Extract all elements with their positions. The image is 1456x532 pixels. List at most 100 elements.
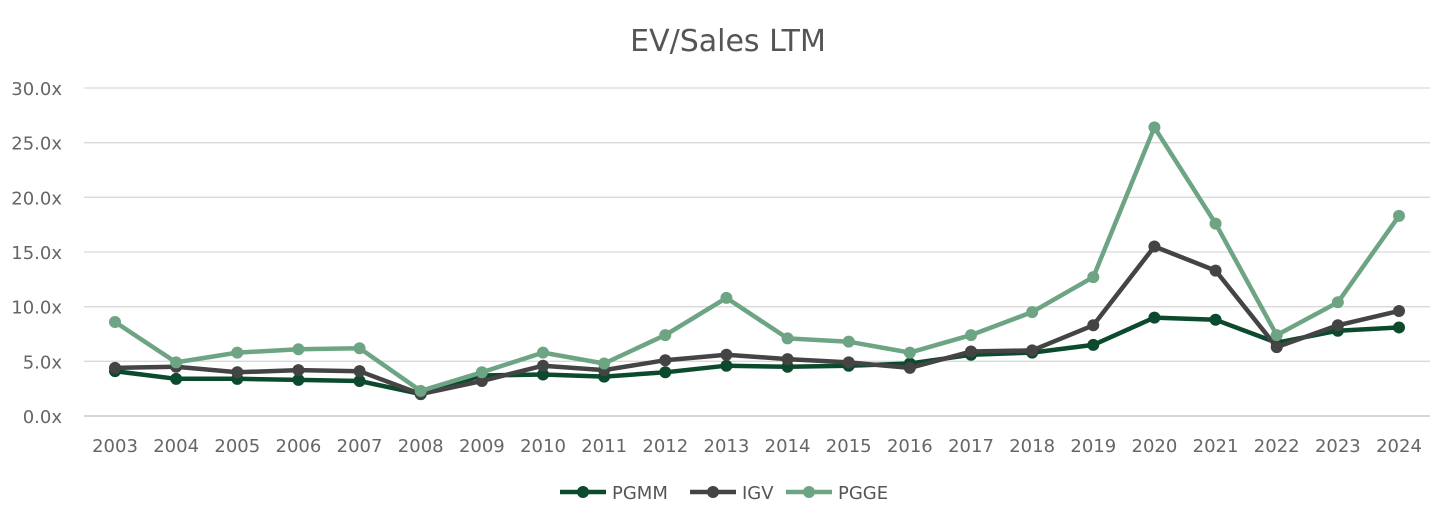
y-tick-label: 15.0x <box>11 243 62 264</box>
data-point <box>659 329 672 342</box>
data-point <box>1393 321 1405 334</box>
data-point <box>720 359 733 372</box>
x-tick-label: 2014 <box>765 436 811 457</box>
y-tick-label: 0.0x <box>23 407 63 428</box>
series-igv <box>109 240 1405 401</box>
y-tick-label: 30.0x <box>11 79 62 100</box>
x-axis-tick-labels: 2003 2004 2005 2006 2007 2008 2009 2010 2011 2012… <box>92 436 1422 457</box>
data-point <box>1331 296 1344 309</box>
data-point <box>292 364 305 377</box>
y-tick-label: 20.0x <box>11 188 62 209</box>
data-point <box>231 366 244 379</box>
series-pgmm <box>109 311 1405 401</box>
x-tick-label: 2023 <box>1315 436 1361 457</box>
data-point <box>598 357 611 370</box>
x-tick-label: 2016 <box>887 436 933 457</box>
data-point <box>1209 313 1222 326</box>
data-point <box>720 348 733 361</box>
x-tick-label: 2008 <box>398 436 444 457</box>
data-point <box>1148 311 1161 324</box>
x-tick-label: 2009 <box>459 436 505 457</box>
x-tick-label: 2005 <box>214 436 260 457</box>
x-tick-label: 2004 <box>153 436 199 457</box>
legend-label: PGGE <box>838 483 888 504</box>
data-point <box>475 375 488 388</box>
data-point <box>292 343 305 356</box>
data-point <box>1209 264 1222 277</box>
data-point <box>659 354 672 367</box>
data-point <box>1087 319 1100 332</box>
x-tick-label: 2013 <box>704 436 750 457</box>
gridlines <box>84 87 1430 417</box>
data-point <box>903 361 916 374</box>
data-point <box>109 315 121 328</box>
y-tick-label: 5.0x <box>23 352 63 373</box>
x-tick-label: 2006 <box>276 436 322 457</box>
data-point <box>292 373 305 386</box>
legend-label: IGV <box>742 483 774 504</box>
data-point <box>1270 329 1283 342</box>
data-point <box>903 346 916 359</box>
x-tick-label: 2020 <box>1132 436 1178 457</box>
data-point <box>965 345 977 358</box>
x-tick-label: 2010 <box>520 436 566 457</box>
data-point <box>353 375 366 388</box>
x-tick-label: 2021 <box>1193 436 1239 457</box>
data-point <box>1393 209 1405 222</box>
legend-label: PGMM <box>612 483 668 504</box>
data-point <box>1331 319 1344 332</box>
data-point <box>537 359 549 372</box>
data-point <box>1148 240 1161 253</box>
chart-title: EV/Sales LTM <box>630 24 826 59</box>
x-tick-label: 2022 <box>1254 436 1300 457</box>
data-point <box>1026 344 1039 357</box>
data-point <box>1209 217 1222 230</box>
data-point <box>1087 271 1100 284</box>
data-point <box>659 366 672 379</box>
data-point <box>537 368 549 381</box>
data-point <box>170 372 183 385</box>
x-tick-label: 2017 <box>948 436 994 457</box>
data-point <box>414 384 427 397</box>
legend-swatch-marker <box>803 486 815 498</box>
series-lines <box>109 121 1405 401</box>
data-point <box>965 329 977 342</box>
legend-item-igv: IGV <box>690 483 774 504</box>
x-tick-label: 2024 <box>1376 436 1422 457</box>
data-point <box>1393 305 1405 318</box>
x-tick-label: 2018 <box>1009 436 1055 457</box>
data-point <box>1087 338 1100 351</box>
legend-swatch-marker <box>707 486 719 498</box>
series-line <box>112 244 1402 397</box>
data-point <box>1270 341 1283 354</box>
x-tick-label: 2011 <box>581 436 627 457</box>
data-point <box>781 353 794 366</box>
legend-swatch-marker <box>577 486 589 498</box>
x-tick-label: 2012 <box>642 436 688 457</box>
legend-item-pgmm: PGMM <box>560 483 668 504</box>
data-point <box>109 361 121 374</box>
x-tick-label: 2019 <box>1070 436 1116 457</box>
legend: PGMM IGV PGGE <box>560 483 888 504</box>
data-point <box>170 356 183 369</box>
legend-item-pgge: PGGE <box>786 483 888 504</box>
data-point <box>1026 306 1039 319</box>
y-tick-label: 25.0x <box>11 134 62 155</box>
data-point <box>353 365 366 378</box>
y-axis-tick-labels: 0.0x 5.0x 10.0x 15.0x 20.0x 25.0x 30.0x <box>11 79 62 428</box>
series-line <box>112 125 1402 394</box>
data-point <box>231 346 244 359</box>
x-tick-label: 2015 <box>826 436 872 457</box>
data-point <box>720 291 733 304</box>
data-point <box>1148 121 1161 134</box>
data-point <box>842 335 855 348</box>
series-pgge <box>109 121 1405 397</box>
series-line <box>112 315 1402 397</box>
data-point <box>537 346 549 359</box>
x-tick-label: 2007 <box>337 436 383 457</box>
data-point <box>353 342 366 355</box>
data-point <box>475 366 488 379</box>
x-tick-label: 2003 <box>92 436 138 457</box>
